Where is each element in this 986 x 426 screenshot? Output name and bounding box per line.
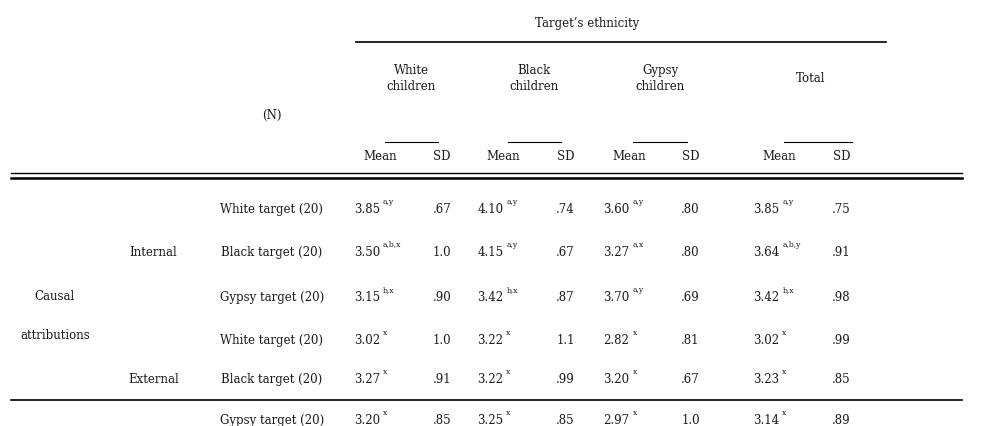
Text: a,y: a,y (632, 198, 643, 206)
Text: x: x (383, 409, 387, 417)
Text: 3.02: 3.02 (354, 334, 380, 348)
Text: 3.15: 3.15 (354, 291, 380, 305)
Text: SD: SD (433, 150, 451, 163)
Text: Causal: Causal (35, 291, 75, 303)
Text: White
children: White children (387, 64, 436, 93)
Text: 3.60: 3.60 (602, 203, 629, 216)
Text: 1.0: 1.0 (433, 334, 452, 348)
Text: x: x (383, 368, 387, 376)
Text: 3.42: 3.42 (752, 291, 779, 305)
Text: x: x (782, 409, 786, 417)
Text: a,b,x: a,b,x (383, 241, 401, 249)
Text: b,x: b,x (782, 286, 793, 294)
Text: a,b,y: a,b,y (782, 241, 800, 249)
Text: SD: SD (556, 150, 574, 163)
Text: .89: .89 (831, 414, 850, 426)
Text: 3.22: 3.22 (477, 334, 503, 348)
Text: a,y: a,y (782, 198, 793, 206)
Text: 3.14: 3.14 (752, 414, 779, 426)
Text: x: x (782, 368, 786, 376)
Text: 3.42: 3.42 (477, 291, 503, 305)
Text: 2.97: 2.97 (602, 414, 629, 426)
Text: Target’s ethnicity: Target’s ethnicity (534, 17, 639, 30)
Text: .67: .67 (555, 246, 574, 259)
Text: .85: .85 (555, 414, 574, 426)
Text: 3.64: 3.64 (752, 246, 779, 259)
Text: Mean: Mean (762, 150, 796, 163)
Text: attributions: attributions (20, 329, 90, 343)
Text: Total: Total (795, 72, 824, 85)
Text: .75: .75 (831, 203, 850, 216)
Text: 3.23: 3.23 (752, 373, 779, 386)
Text: SD: SD (681, 150, 699, 163)
Text: Gypsy
children: Gypsy children (635, 64, 684, 93)
Text: 1.0: 1.0 (680, 414, 699, 426)
Text: SD: SD (832, 150, 849, 163)
Text: .69: .69 (680, 291, 699, 305)
Text: 3.20: 3.20 (602, 373, 629, 386)
Text: a,x: a,x (632, 241, 643, 249)
Text: a,y: a,y (506, 198, 517, 206)
Text: x: x (632, 368, 636, 376)
Text: b,x: b,x (383, 286, 394, 294)
Text: 3.25: 3.25 (477, 414, 503, 426)
Text: 3.27: 3.27 (602, 246, 629, 259)
Text: Black target (20): Black target (20) (221, 246, 322, 259)
Text: .98: .98 (831, 291, 850, 305)
Text: a,y: a,y (383, 198, 393, 206)
Text: x: x (632, 409, 636, 417)
Text: .74: .74 (555, 203, 574, 216)
Text: Mean: Mean (363, 150, 396, 163)
Text: b,x: b,x (506, 286, 518, 294)
Text: Black
children: Black children (509, 64, 558, 93)
Text: .99: .99 (555, 373, 574, 386)
Text: External: External (128, 373, 178, 386)
Text: 3.85: 3.85 (752, 203, 779, 216)
Text: 3.02: 3.02 (752, 334, 779, 348)
Text: 1.0: 1.0 (433, 246, 452, 259)
Text: Mean: Mean (486, 150, 520, 163)
Text: 3.22: 3.22 (477, 373, 503, 386)
Text: .85: .85 (831, 373, 850, 386)
Text: .80: .80 (680, 203, 699, 216)
Text: .90: .90 (433, 291, 452, 305)
Text: .85: .85 (433, 414, 452, 426)
Text: 3.70: 3.70 (602, 291, 629, 305)
Text: 1.1: 1.1 (556, 334, 574, 348)
Text: .99: .99 (831, 334, 850, 348)
Text: 3.85: 3.85 (354, 203, 380, 216)
Text: .91: .91 (433, 373, 452, 386)
Text: x: x (506, 409, 510, 417)
Text: Gypsy target (20): Gypsy target (20) (220, 291, 323, 305)
Text: a,y: a,y (506, 241, 517, 249)
Text: 3.27: 3.27 (354, 373, 380, 386)
Text: .81: .81 (680, 334, 699, 348)
Text: .67: .67 (680, 373, 699, 386)
Text: x: x (383, 329, 387, 337)
Text: .80: .80 (680, 246, 699, 259)
Text: x: x (782, 329, 786, 337)
Text: 3.50: 3.50 (354, 246, 380, 259)
Text: (N): (N) (261, 109, 281, 122)
Text: 2.82: 2.82 (603, 334, 629, 348)
Text: x: x (506, 329, 510, 337)
Text: 3.20: 3.20 (354, 414, 380, 426)
Text: x: x (632, 329, 636, 337)
Text: Black target (20): Black target (20) (221, 373, 322, 386)
Text: Gypsy target (20): Gypsy target (20) (220, 414, 323, 426)
Text: .91: .91 (831, 246, 850, 259)
Text: White target (20): White target (20) (220, 334, 322, 348)
Text: 4.15: 4.15 (477, 246, 503, 259)
Text: White target (20): White target (20) (220, 203, 322, 216)
Text: .67: .67 (433, 203, 452, 216)
Text: a,y: a,y (632, 286, 643, 294)
Text: 4.10: 4.10 (477, 203, 503, 216)
Text: x: x (506, 368, 510, 376)
Text: Internal: Internal (129, 246, 177, 259)
Text: Mean: Mean (612, 150, 646, 163)
Text: .87: .87 (555, 291, 574, 305)
